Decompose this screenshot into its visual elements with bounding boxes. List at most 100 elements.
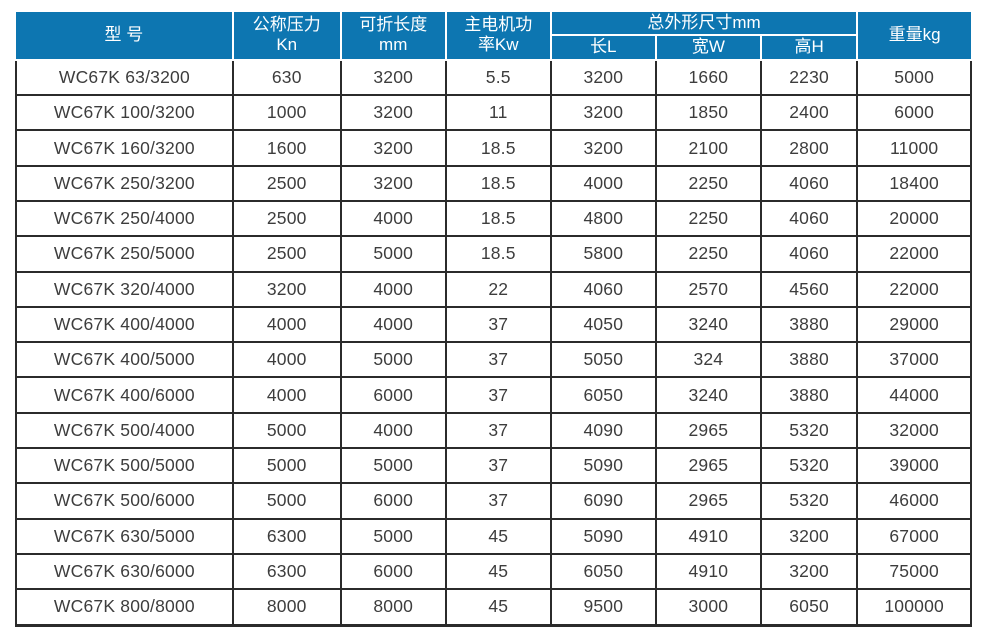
col-header-model: 型 号 (16, 12, 234, 61)
value-cell: 18.5 (444, 199, 552, 238)
table-row: WC67K 500/6000 5000 6000 37 6090 2965 5320 4600… (15, 482, 972, 520)
value-cell: 11 (444, 94, 552, 132)
col-header-fold-length: 可折长度 mm (339, 12, 447, 61)
value-cell: 3240 (654, 305, 762, 344)
value-cell: 22000 (856, 235, 972, 273)
value-cell: 37 (444, 447, 552, 485)
value-cell: 2230 (759, 59, 859, 97)
value-cell: 5000 (339, 517, 447, 555)
value-cell: 3000 (654, 588, 762, 627)
value-cell: 3880 (759, 341, 859, 379)
value-cell: 6000 (339, 482, 447, 520)
value-cell: 2800 (759, 129, 859, 167)
table-row: WC67K 63/3200 630 3200 5.5 3200 1660 2230 5000 (15, 59, 972, 97)
table-row: WC67K 400/5000 4000 5000 37 5050 324 3880 37000 (15, 341, 972, 379)
model-cell: WC67K 250/5000 (15, 235, 234, 273)
table-row: WC67K 250/4000 2500 4000 18.5 4800 2250 4060 20… (15, 199, 972, 238)
value-cell: 6000 (339, 376, 447, 414)
value-cell: 11000 (856, 129, 972, 167)
value-cell: 4000 (339, 199, 447, 238)
model-cell: WC67K 250/4000 (15, 199, 234, 238)
value-cell: 8000 (339, 588, 447, 627)
value-cell: 100000 (856, 588, 972, 627)
value-cell: 46000 (856, 482, 972, 520)
table-row: WC67K 800/8000 8000 8000 45 9500 3000 6050 1000… (15, 588, 972, 627)
value-cell: 2250 (654, 164, 762, 202)
value-cell: 45 (444, 517, 552, 555)
value-cell: 5320 (759, 411, 859, 450)
value-cell: 6300 (231, 517, 342, 555)
value-cell: 37 (444, 305, 552, 344)
value-cell: 2965 (654, 447, 762, 485)
value-cell: 6300 (231, 552, 342, 591)
value-cell: 6050 (549, 552, 657, 591)
value-cell: 18.5 (444, 235, 552, 273)
col-header-dim-width: 宽W (654, 34, 762, 61)
value-cell: 45 (444, 588, 552, 627)
col-header-fold-length-line1: 可折长度 (359, 15, 428, 34)
value-cell: 4910 (654, 552, 762, 591)
value-cell: 5050 (549, 341, 657, 379)
col-header-motor-power-line1: 主电机功 (464, 15, 533, 34)
value-cell: 4000 (231, 341, 342, 379)
value-cell: 37 (444, 482, 552, 520)
value-cell: 3880 (759, 376, 859, 414)
col-header-weight: 重量kg (856, 12, 971, 61)
value-cell: 5320 (759, 482, 859, 520)
value-cell: 20000 (856, 199, 972, 238)
model-cell: WC67K 500/6000 (15, 482, 234, 520)
value-cell: 2500 (231, 164, 342, 202)
value-cell: 5000 (339, 235, 447, 273)
table-row: WC67K 500/5000 5000 5000 37 5090 2965 5320 3900… (15, 447, 972, 485)
value-cell: 3200 (759, 517, 859, 555)
model-cell: WC67K 400/6000 (15, 376, 234, 414)
table-row: WC67K 250/3200 2500 3200 18.5 4000 2250 4060 18… (15, 164, 972, 202)
value-cell: 3200 (339, 94, 447, 132)
value-cell: 5000 (231, 411, 342, 450)
value-cell: 5.5 (444, 59, 552, 97)
press-brake-spec-table: 型 号 公称压力 Kn 可折长度 mm 主电机功 率Kw 总外形尺寸mm 重量k… (15, 12, 972, 627)
value-cell: 5800 (549, 235, 657, 273)
model-cell: WC67K 400/4000 (15, 305, 234, 344)
table-body: WC67K 63/3200 630 3200 5.5 3200 1660 2230 5000 W… (15, 59, 972, 627)
value-cell: 67000 (856, 517, 972, 555)
value-cell: 32000 (856, 411, 972, 450)
value-cell: 2250 (654, 235, 762, 273)
table-row: WC67K 630/6000 6300 6000 45 6050 4910 3200 7500… (15, 552, 972, 591)
value-cell: 75000 (856, 552, 972, 591)
value-cell: 6000 (856, 94, 972, 132)
col-header-fold-length-line2: mm (379, 35, 408, 55)
value-cell: 37 (444, 376, 552, 414)
value-cell: 6090 (549, 482, 657, 520)
value-cell: 3200 (549, 94, 657, 132)
model-cell: WC67K 400/5000 (15, 341, 234, 379)
table-row: WC67K 500/4000 5000 4000 37 4090 2965 5320 3200… (15, 411, 972, 450)
value-cell: 2100 (654, 129, 762, 167)
table-row: WC67K 250/5000 2500 5000 18.5 5800 2250 4060 22… (15, 235, 972, 273)
value-cell: 37000 (856, 341, 972, 379)
col-header-motor-power: 主电机功 率Kw (444, 12, 552, 61)
value-cell: 9500 (549, 588, 657, 627)
value-cell: 4060 (759, 199, 859, 238)
value-cell: 39000 (856, 447, 972, 485)
value-cell: 324 (654, 341, 762, 379)
value-cell: 1660 (654, 59, 762, 97)
value-cell: 22 (444, 270, 552, 308)
value-cell: 37 (444, 411, 552, 450)
value-cell: 44000 (856, 376, 972, 414)
value-cell: 3200 (339, 129, 447, 167)
value-cell: 5000 (231, 482, 342, 520)
value-cell: 4090 (549, 411, 657, 450)
header-row-subdims: 长L 宽W 高H (16, 34, 971, 61)
model-cell: WC67K 160/3200 (15, 129, 234, 167)
value-cell: 4560 (759, 270, 859, 308)
model-cell: WC67K 800/8000 (15, 588, 234, 627)
value-cell: 37 (444, 341, 552, 379)
value-cell: 3200 (759, 552, 859, 591)
value-cell: 2500 (231, 199, 342, 238)
value-cell: 4000 (549, 164, 657, 202)
value-cell: 29000 (856, 305, 972, 344)
value-cell: 4800 (549, 199, 657, 238)
table-row: WC67K 400/4000 4000 4000 37 4050 3240 3880 2900… (15, 305, 972, 344)
value-cell: 4000 (339, 305, 447, 344)
